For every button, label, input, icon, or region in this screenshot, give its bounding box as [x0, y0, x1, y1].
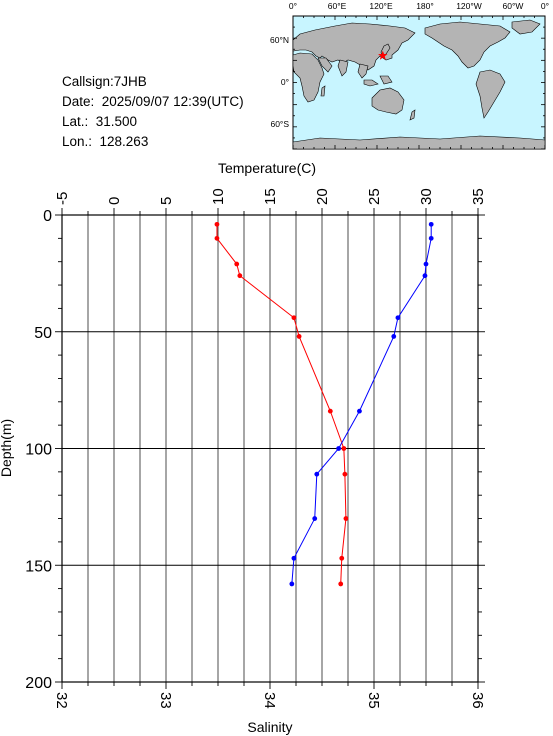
- temperature-axis-label: Temperature(C): [218, 160, 316, 176]
- series-layer: [214, 221, 434, 587]
- salinity-profile-line: [291, 224, 432, 584]
- map-lon-label: 120°E: [369, 1, 393, 11]
- land-australia: [371, 87, 405, 115]
- profile-plot: -5 0 5 10 15 20 25 30 35 32 33 34 35 36 050100150200…: [0, 160, 487, 735]
- salinity-point: [357, 408, 362, 414]
- land-south-america: [475, 69, 506, 119]
- salinity-tick-label: 33: [157, 692, 174, 709]
- world-map: 0° 60°E 120°E 180° 120°W 60°W 0° 60°N 0°…: [270, 1, 549, 150]
- depth-tick-label: 100: [25, 442, 52, 459]
- salinity-point: [428, 235, 434, 241]
- salinity-point: [291, 555, 297, 561]
- temperature-tick-label: 15: [262, 188, 279, 205]
- salinity-tick-label: 35: [365, 692, 382, 709]
- temperature-tick-labels: -5 0 5 10 15 20 25 30 35: [54, 188, 487, 205]
- temperature-point: [296, 334, 302, 339]
- depth-axis-label: Depth(m): [0, 419, 14, 477]
- temperature-point: [341, 446, 347, 451]
- land-se-asia: [357, 63, 393, 87]
- temperature-tick-label: 25: [366, 188, 383, 205]
- temperature-tick-label: -5: [54, 192, 71, 205]
- map-tick-marks: [292, 15, 546, 150]
- salinity-point: [289, 581, 295, 587]
- salinity-tick-label: 36: [469, 692, 486, 709]
- salinity-point: [423, 261, 429, 267]
- depth-tick-label: 200: [25, 675, 52, 692]
- grid-horizontal: [62, 331, 478, 566]
- land-madagascar: [320, 85, 326, 97]
- temperature-point: [343, 516, 349, 521]
- temperature-point: [234, 261, 240, 267]
- map-lon-label: 120°W: [456, 1, 482, 11]
- land-africa: [292, 52, 325, 103]
- salinity-axis-label: Salinity: [247, 719, 292, 735]
- salinity-point: [314, 471, 320, 477]
- map-lat-label: 0°: [281, 77, 289, 87]
- land-north-america: [424, 21, 511, 69]
- salinity-point: [428, 221, 434, 227]
- temperature-point: [237, 273, 243, 279]
- depth-tick-labels: 0 50 100 150 200: [25, 208, 52, 692]
- axis-ticks: [55, 208, 485, 689]
- map-lat-label: 60°N: [270, 35, 289, 45]
- depth-tick-label: 150: [25, 558, 52, 575]
- station-star-icon: [378, 50, 388, 60]
- temperature-point: [342, 471, 348, 477]
- salinity-point: [336, 446, 342, 451]
- longitude-text: Lon.: 128.263: [62, 134, 149, 149]
- land-new-zealand: [409, 109, 416, 121]
- salinity-point: [422, 273, 428, 279]
- depth-tick-label: 0: [43, 208, 52, 225]
- land-arabia-india: [317, 57, 349, 77]
- temperature-point: [214, 235, 220, 241]
- temperature-tick-label: 20: [314, 188, 331, 205]
- map-lon-label: 180°: [416, 1, 434, 11]
- map-lon-label: 0°: [289, 1, 297, 11]
- temperature-point: [338, 581, 344, 587]
- temperature-tick-label: 35: [470, 188, 487, 205]
- temperature-tick-label: 30: [418, 188, 435, 205]
- temperature-point: [339, 555, 345, 561]
- map-lon-label: 60°E: [328, 1, 347, 11]
- salinity-point: [312, 516, 318, 521]
- depth-tick-label: 50: [34, 325, 52, 342]
- salinity-tick-label: 34: [261, 692, 278, 709]
- land-greenland: [511, 19, 541, 35]
- cast-info: Callsign:7JHB Date: 2025/09/07 12:39(UTC…: [62, 72, 244, 152]
- map-latitude-labels: 60°N 0° 60°S: [270, 35, 289, 129]
- salinity-tick-label: 32: [53, 692, 70, 709]
- temperature-point: [214, 221, 220, 227]
- map-longitude-labels: 0° 60°E 120°E 180° 120°W 60°W 0°: [289, 1, 549, 11]
- temperature-point: [327, 408, 333, 414]
- temperature-tick-label: 5: [158, 197, 175, 205]
- temperature-profile-line: [216, 224, 347, 584]
- salinity-tick-labels: 32 33 34 35 36: [53, 692, 486, 709]
- callsign-text: Callsign:7JHB: [62, 74, 147, 89]
- salinity-point: [391, 334, 397, 339]
- map-lon-label: 60°W: [503, 1, 524, 11]
- salinity-point: [395, 315, 401, 321]
- temperature-point: [291, 315, 297, 321]
- temperature-tick-label: 10: [210, 188, 227, 205]
- latitude-text: Lat.: 31.500: [62, 114, 138, 129]
- temperature-tick-label: 0: [106, 197, 123, 205]
- date-text: Date: 2025/09/07 12:39(UTC): [62, 94, 244, 109]
- map-lat-label: 60°S: [270, 119, 289, 129]
- map-lon-label: 0°: [541, 1, 549, 11]
